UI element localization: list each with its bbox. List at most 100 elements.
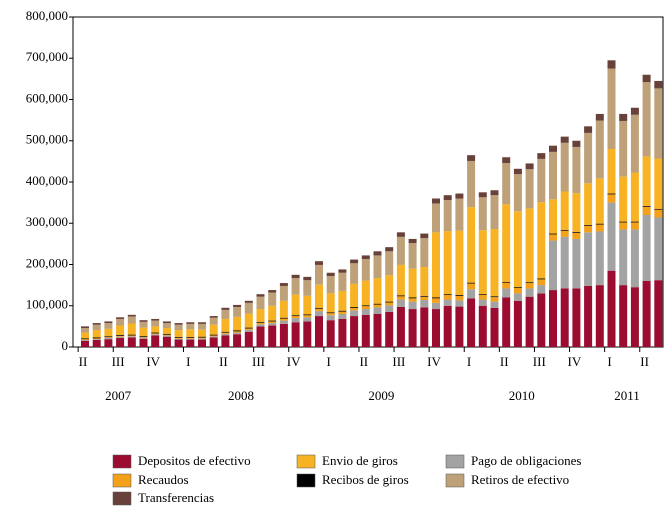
legend-swatch: [445, 454, 465, 469]
bar-segment: [209, 336, 218, 338]
bar-segment: [373, 255, 382, 279]
bar-segment: [174, 324, 183, 331]
bar-segment: [315, 311, 323, 317]
bar-segment: [408, 298, 417, 302]
bar-segment: [654, 280, 663, 347]
bar-segment: [221, 335, 230, 347]
bar-segment: [525, 283, 534, 289]
bar-segment: [537, 279, 546, 286]
legend-label: Recaudos: [138, 472, 189, 487]
bar-segment: [139, 337, 148, 339]
bar-segment: [326, 272, 335, 277]
bar-segment: [338, 269, 347, 273]
bar-segment: [174, 337, 183, 339]
bar-segment: [537, 153, 546, 159]
bar-segment: [490, 229, 499, 297]
bar-segment: [291, 315, 300, 317]
x-quarter-label: II: [359, 354, 368, 369]
bar-segment: [127, 337, 136, 347]
legend-label: Retiros de efectivo: [471, 472, 569, 487]
bar-segment: [186, 337, 195, 339]
bar-segment: [162, 335, 171, 337]
bar-segment: [432, 297, 440, 299]
bar-segment: [139, 327, 148, 336]
bar-segment: [396, 295, 405, 297]
bar-segment: [373, 307, 382, 314]
bar-segment: [525, 208, 534, 283]
legend-label: Transferencias: [138, 490, 214, 505]
x-quarter-label: II: [219, 354, 228, 369]
bar-segment: [256, 321, 265, 323]
bar-segment: [127, 336, 136, 338]
x-quarter-label: II: [500, 354, 509, 369]
bar-segment: [467, 155, 476, 161]
bar-segment: [81, 326, 89, 329]
bar-segment: [268, 292, 277, 306]
bar-segment: [549, 199, 557, 234]
bar-segment: [455, 306, 464, 347]
bar-segment: [467, 298, 476, 347]
bar-segment: [81, 338, 89, 340]
bar-segment: [81, 339, 89, 341]
bar-segment: [104, 328, 113, 337]
bar-segment: [256, 324, 265, 327]
bar-segment: [104, 336, 113, 338]
bar-segment: [198, 322, 206, 324]
bar-segment: [373, 304, 382, 308]
bar-segment: [560, 230, 569, 237]
bar-segment: [607, 60, 616, 69]
bar-segment: [116, 337, 125, 347]
bar-segment: [607, 202, 616, 271]
bar-segment: [303, 276, 312, 281]
bar-segment: [116, 336, 125, 338]
bar-segment: [350, 316, 359, 347]
bar-segment: [525, 169, 534, 209]
x-quarter-label: IV: [427, 354, 441, 369]
bar-segment: [127, 335, 136, 337]
bar-segment: [139, 338, 148, 347]
bar-segment: [221, 307, 230, 310]
bar-segment: [350, 263, 359, 284]
legend-swatch: [112, 454, 132, 469]
bar-segment: [291, 278, 300, 295]
x-quarter-label: I: [467, 354, 471, 369]
bar-segment: [408, 309, 417, 347]
bar-segment: [549, 290, 557, 347]
x-quarter-label: IV: [146, 354, 160, 369]
bar-segment: [572, 140, 581, 147]
bar-segment: [303, 314, 312, 316]
bar-segment: [209, 317, 218, 325]
bar-segment: [162, 333, 171, 335]
bar-segment: [338, 314, 347, 319]
bar-segment: [92, 323, 101, 325]
bar-segment: [642, 205, 651, 207]
bar-segment: [502, 163, 511, 205]
y-tick-label: 200,000: [26, 255, 68, 270]
bar-segment: [630, 222, 639, 230]
bar-segment: [279, 323, 288, 347]
bar-segment: [420, 296, 429, 300]
bar-segment: [420, 266, 429, 296]
bar-segment: [209, 334, 218, 336]
bar-segment: [174, 338, 183, 340]
bar-segment: [560, 236, 569, 289]
bar-segment: [455, 295, 464, 296]
bar-segment: [338, 272, 347, 291]
bar-segment: [408, 268, 417, 298]
bar-segment: [116, 318, 125, 326]
bar-segment: [490, 301, 499, 308]
bar-segment: [385, 305, 394, 312]
legend-label: Recibos de giros: [322, 472, 409, 487]
bar-segment: [104, 337, 113, 338]
bar-segment: [81, 339, 89, 340]
bar-segment: [572, 193, 581, 232]
bar-segment: [303, 295, 312, 315]
bar-segment: [607, 194, 616, 203]
bar-segment: [525, 282, 534, 284]
bar-segment: [619, 113, 628, 121]
bar-segment: [350, 259, 359, 264]
bar-segment: [584, 225, 593, 233]
bar-segment: [81, 340, 89, 347]
bar-segment: [642, 281, 651, 347]
